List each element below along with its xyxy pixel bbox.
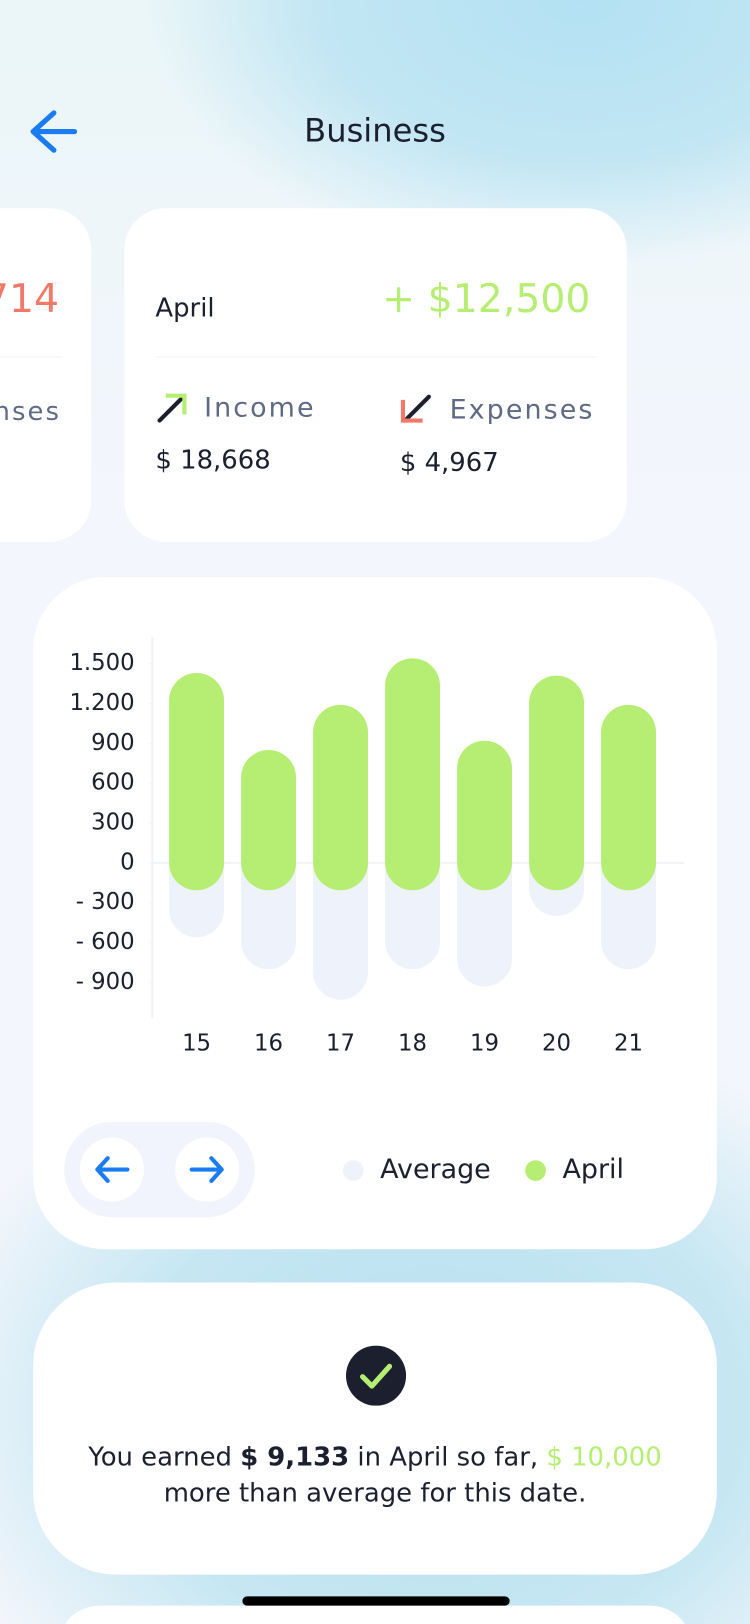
net-amount: + $12,500 [382, 275, 591, 322]
next-button[interactable] [175, 1137, 240, 1202]
page-title: Business [304, 112, 446, 150]
legend-label: April [562, 1154, 624, 1185]
income-icon [157, 393, 187, 423]
expenses-label: Expenses [449, 394, 595, 426]
divider [0, 356, 63, 358]
y-tick-label: - 900 [76, 969, 135, 995]
home-indicator [242, 1596, 510, 1606]
y-tick-label: 600 [91, 770, 134, 796]
x-tick-label: 19 [470, 1031, 499, 1057]
check-icon [345, 1345, 407, 1406]
message-card: You earned $ 9,133 in April so far, $ 10… [33, 1282, 717, 1575]
bar [385, 658, 441, 891]
summary-card[interactable]: April + $12,500 Income $ 18,668 Expenses… [124, 208, 627, 542]
income-label: Income [204, 392, 316, 424]
earned-amount: $ 9,133 [240, 1441, 350, 1472]
message-line-1: You earned $ 9,133 in April so far, $ 10… [33, 1444, 717, 1470]
legend-swatch [342, 1160, 364, 1181]
y-tick-label: 1.500 [69, 650, 134, 676]
legend-swatch [525, 1160, 546, 1181]
bar [313, 704, 369, 891]
y-tick-label: 0 [120, 849, 135, 875]
previous-card[interactable]: 714 nses [0, 208, 92, 542]
expenses-icon [400, 394, 431, 423]
bar [457, 740, 512, 891]
x-tick-label: 18 [398, 1031, 427, 1057]
bar [169, 672, 225, 891]
legend-label: Average [380, 1154, 491, 1185]
message-text: in April so far, [357, 1441, 539, 1472]
x-tick-label: 15 [182, 1031, 211, 1057]
y-tick-label: - 300 [76, 889, 135, 915]
divider [155, 356, 597, 358]
back-button[interactable] [27, 108, 79, 156]
x-tick-label: 20 [542, 1031, 571, 1057]
card-label: nses [0, 396, 62, 427]
x-tick-label: 21 [614, 1031, 643, 1057]
y-tick-label: - 600 [76, 929, 135, 955]
expenses-amount: $ 4,967 [399, 446, 499, 478]
next-card [58, 1605, 692, 1624]
message-line-2: more than average for this date. [163, 1477, 587, 1508]
y-tick-label: 900 [91, 730, 134, 756]
message-text: You earned [88, 1441, 232, 1472]
y-tick-label: 300 [91, 810, 134, 836]
x-tick-label: 16 [254, 1031, 283, 1057]
bar [529, 675, 584, 891]
card-amount: 714 [0, 275, 60, 322]
x-tick-label: 17 [326, 1031, 355, 1057]
bar [601, 704, 656, 891]
y-tick-label: 1.200 [69, 690, 134, 716]
difference-amount: $ 10,000 [546, 1441, 662, 1472]
bar [241, 749, 297, 891]
month-label: April [155, 292, 215, 323]
prev-button[interactable] [79, 1137, 144, 1202]
income-amount: $ 18,668 [155, 444, 271, 475]
